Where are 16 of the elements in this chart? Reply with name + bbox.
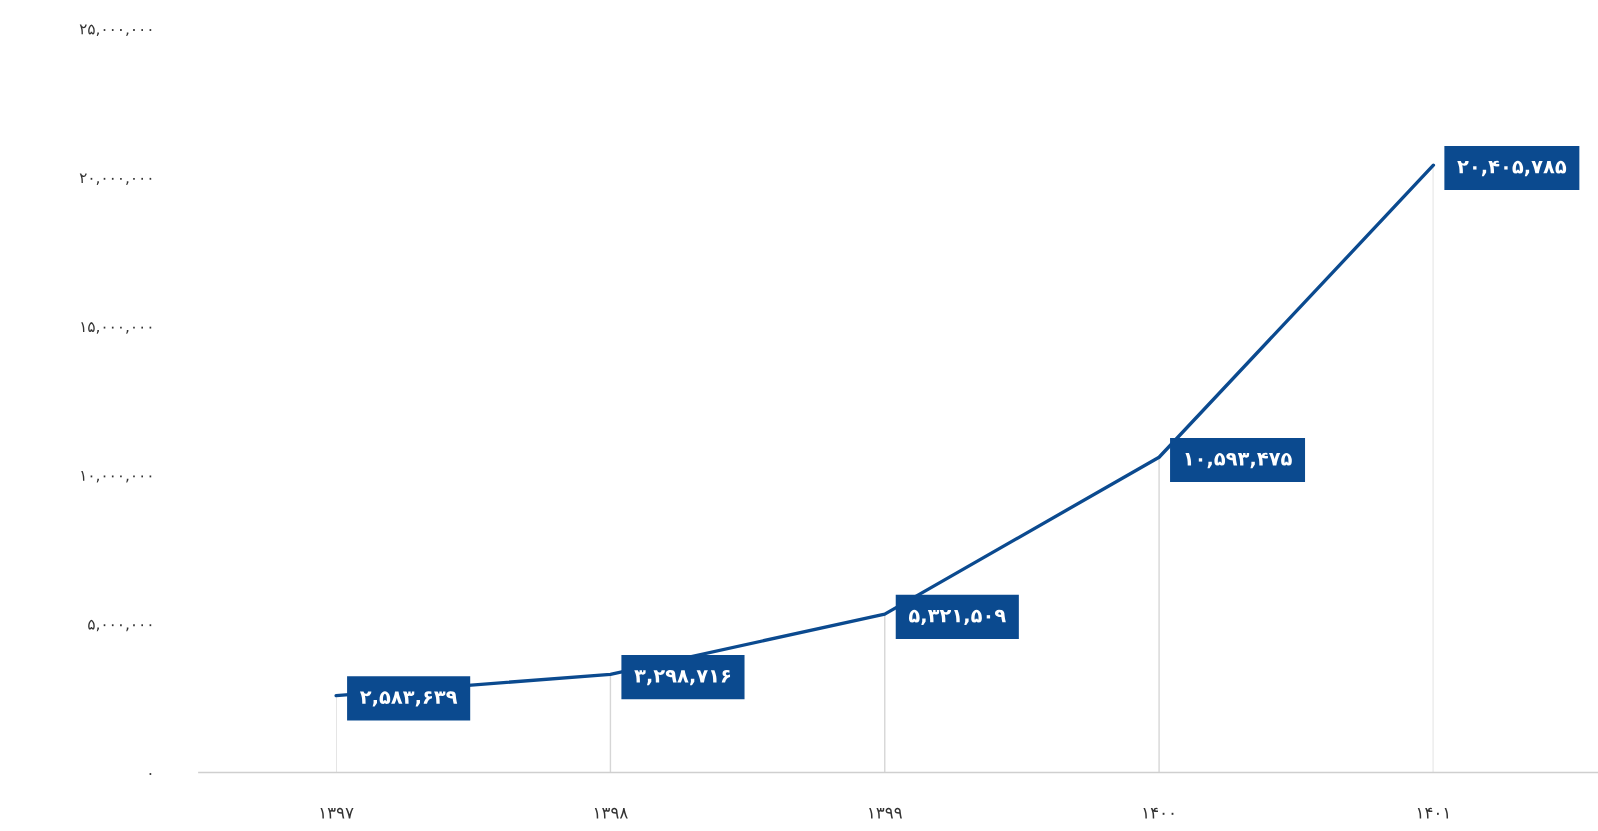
x-tick-label: ۱۳۹۸: [594, 807, 628, 819]
y-tick-label: ۵,۰۰۰,۰۰۰: [88, 619, 152, 632]
x-tick-label: ۱۳۹۷: [320, 807, 354, 819]
data-label: ۲۰,۴۰۵,۷۸۵: [1457, 160, 1567, 177]
x-tick-label: ۱۳۹۹: [869, 807, 902, 819]
data-label: ۳,۲۹۸,۷۱۶: [634, 669, 731, 686]
y-tick-label: ۲۵,۰۰۰,۰۰۰: [79, 24, 152, 37]
data-label: ۵,۳۲۱,۵۰۹: [908, 609, 1006, 626]
y-tick-label: ۲۰,۰۰۰,۰۰۰: [79, 173, 152, 185]
data-label: ۱۰,۵۹۳,۴۷۵: [1185, 452, 1292, 469]
y-tick-label: ۱۵,۰۰۰,۰۰۰: [81, 322, 152, 334]
y-tick-label: ۰: [149, 773, 152, 775]
data-label: ۲,۵۸۳,۶۳۹: [359, 691, 458, 707]
x-tick-label: ۱۴۰۰: [1143, 807, 1174, 819]
y-tick-label: ۱۰,۰۰۰,۰۰۰: [81, 471, 152, 483]
x-tick-label: ۱۴۰۱: [1417, 807, 1449, 819]
